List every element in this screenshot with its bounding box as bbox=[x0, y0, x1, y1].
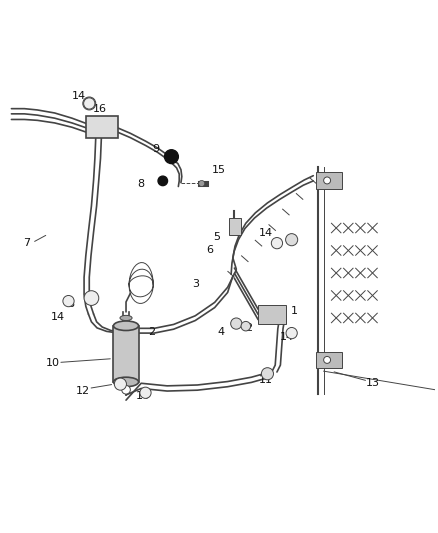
Text: 14: 14 bbox=[51, 312, 65, 322]
Circle shape bbox=[84, 290, 99, 305]
Bar bbox=[316, 172, 342, 189]
Bar bbox=[229, 218, 241, 236]
Text: 4: 4 bbox=[218, 327, 225, 337]
Circle shape bbox=[241, 321, 251, 331]
Text: 7: 7 bbox=[23, 238, 30, 248]
Circle shape bbox=[324, 357, 331, 364]
Circle shape bbox=[271, 238, 283, 249]
Circle shape bbox=[165, 150, 178, 164]
Text: 16: 16 bbox=[93, 103, 107, 114]
Text: 8: 8 bbox=[138, 179, 145, 189]
Circle shape bbox=[324, 177, 331, 184]
Text: 14: 14 bbox=[136, 391, 150, 401]
Bar bbox=[86, 116, 118, 138]
Ellipse shape bbox=[120, 316, 132, 320]
Circle shape bbox=[84, 98, 95, 109]
Text: 2: 2 bbox=[245, 323, 252, 333]
Ellipse shape bbox=[113, 321, 138, 330]
Text: 9: 9 bbox=[153, 144, 160, 154]
Circle shape bbox=[122, 385, 131, 394]
Ellipse shape bbox=[113, 377, 138, 387]
Circle shape bbox=[286, 327, 297, 338]
Text: 2: 2 bbox=[148, 327, 155, 337]
Text: 12: 12 bbox=[76, 386, 90, 396]
Bar bbox=[258, 304, 286, 324]
Circle shape bbox=[158, 176, 168, 185]
Bar bbox=[113, 326, 138, 382]
Circle shape bbox=[114, 378, 127, 390]
Text: 5: 5 bbox=[213, 232, 220, 242]
Text: 10: 10 bbox=[46, 358, 60, 367]
Text: 14: 14 bbox=[71, 91, 85, 101]
Text: 14: 14 bbox=[259, 228, 273, 238]
Circle shape bbox=[231, 318, 242, 329]
Text: 3: 3 bbox=[192, 279, 199, 289]
Circle shape bbox=[83, 97, 96, 110]
Text: 4: 4 bbox=[274, 241, 281, 251]
Text: 1: 1 bbox=[291, 305, 298, 316]
Circle shape bbox=[286, 233, 298, 246]
Bar bbox=[316, 352, 342, 368]
Text: 6: 6 bbox=[206, 245, 213, 255]
Circle shape bbox=[63, 295, 74, 306]
Text: 13: 13 bbox=[366, 378, 379, 388]
Text: 11: 11 bbox=[259, 375, 273, 385]
Circle shape bbox=[140, 387, 151, 398]
Text: 14: 14 bbox=[280, 332, 294, 342]
Text: 15: 15 bbox=[212, 165, 226, 175]
Circle shape bbox=[199, 181, 205, 187]
Text: 8: 8 bbox=[67, 299, 74, 309]
Circle shape bbox=[261, 368, 273, 380]
